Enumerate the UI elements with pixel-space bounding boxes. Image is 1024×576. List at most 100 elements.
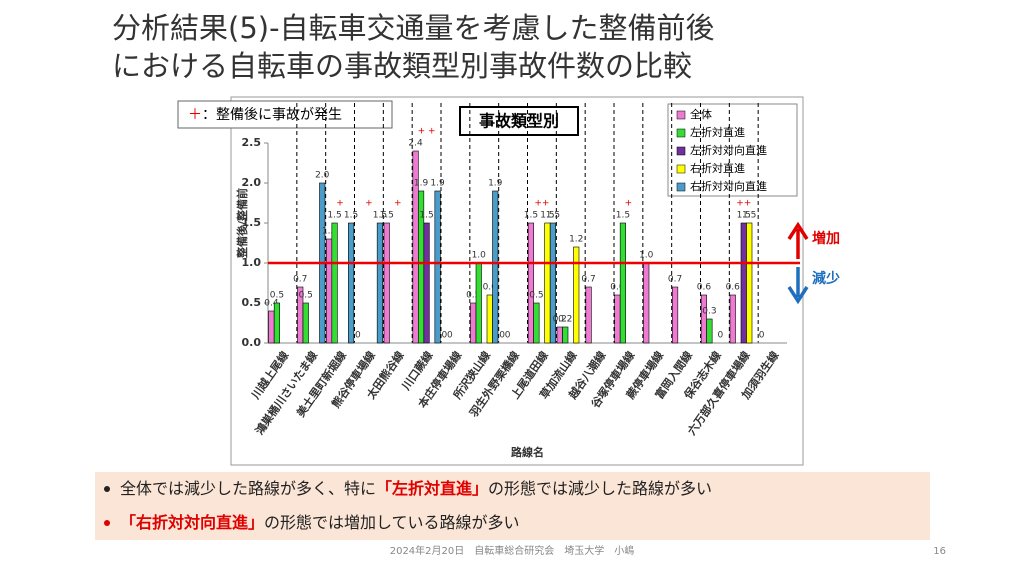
bar (746, 222, 753, 344)
annotation: ++ (534, 199, 549, 209)
bullet-part: 「右折対対向直進」 (120, 513, 264, 532)
data-label: 0.7 (581, 275, 595, 285)
legend-swatch (676, 128, 686, 138)
bullet-part: の形態では増加している路線が多い (264, 513, 520, 532)
data-label: 0 (718, 331, 724, 341)
bar (434, 190, 441, 344)
increase-label: 増加 (812, 230, 840, 247)
bullet-part: の形態では減少した路線が多い (488, 479, 712, 498)
data-label: 0.7 (293, 275, 307, 285)
y-axis-label: 整備後/整備前 (235, 188, 249, 259)
data-label: 1.5 (380, 211, 394, 221)
legend-swatch (676, 164, 686, 174)
bar (729, 294, 736, 344)
data-label: 0.2 (558, 315, 572, 325)
bar (573, 246, 580, 344)
data-label: 1.5 (742, 211, 756, 221)
legend-label: 右折対対向直進 (690, 179, 767, 193)
data-label: 0 (505, 331, 511, 341)
bar (486, 294, 493, 344)
y-tick-label: 2.5 (242, 136, 262, 149)
data-label: 1.5 (344, 211, 358, 221)
data-label: 0.5 (466, 291, 480, 301)
bullet-part: 全体では減少した路線が多く、特に (120, 479, 376, 498)
bar (492, 190, 499, 344)
legend-swatch (676, 182, 686, 192)
annotation: + (625, 199, 633, 209)
data-label: 1.5 (616, 211, 630, 221)
data-label: 1.5 (419, 211, 433, 221)
bar (740, 222, 747, 344)
legend-label: 全体 (690, 107, 712, 121)
data-label: 0.5 (270, 291, 284, 301)
title-line: 分析結果(5)-自転車交通量を考慮した整備前後 (112, 11, 715, 45)
y-tick-label: 1.5 (242, 216, 262, 229)
bar (475, 262, 482, 344)
data-label: 0 (759, 331, 765, 341)
bar (706, 318, 713, 344)
data-label: 1.0 (639, 251, 654, 261)
annotation: ++ (736, 199, 751, 209)
annotation: + (394, 199, 402, 209)
bar (700, 294, 707, 344)
bar (562, 326, 569, 344)
bar (527, 222, 534, 344)
data-label: 0 (442, 331, 448, 341)
bar (549, 222, 556, 344)
legend-swatch (676, 146, 686, 156)
data-label: 1.0 (472, 251, 487, 261)
data-label: 0.6 (483, 283, 498, 293)
data-label: 1.9 (488, 179, 503, 189)
plus-text: ：整備後に事故が発生 (202, 107, 342, 123)
data-label: 0.7 (668, 275, 682, 285)
bar (268, 310, 275, 344)
data-label: 1.5 (540, 211, 554, 221)
bar (556, 326, 563, 344)
bullet-dot (104, 520, 110, 526)
data-label: 0 (447, 331, 453, 341)
data-label: 1.2 (569, 235, 583, 245)
legend-swatch (676, 110, 686, 120)
data-label: 0 (355, 331, 361, 341)
data-label: 1.5 (524, 211, 538, 221)
decrease-arrow (787, 267, 809, 305)
bullet: 「右折対対向直進」の形態では増加している路線が多い (120, 513, 520, 532)
data-label: 1.9 (430, 179, 445, 189)
data-label: 0.3 (702, 307, 716, 317)
bar (331, 222, 338, 344)
bar (302, 302, 309, 344)
bullet: 全体では減少した路線が多く、特に「左折対直進」の形態では減少した路線が多い (120, 479, 712, 498)
data-label: 2.0 (315, 171, 330, 181)
bar (585, 286, 592, 344)
footer: 2024年2月20日 自転車総合研究会 埼玉大学 小嶋 (390, 544, 635, 557)
data-label: 2.4 (408, 139, 423, 149)
title-line: における自転車の事故類型別事故件数の比較 (112, 49, 692, 83)
bar (544, 222, 551, 344)
data-label: 0.6 (610, 283, 625, 293)
y-tick-label: 2.0 (242, 176, 262, 189)
plus-note: ＋：整備後に事故が発生 (188, 107, 342, 123)
legend-label: 左折対直進 (690, 125, 745, 139)
decrease-label: 減少 (812, 270, 840, 287)
data-label: 0.5 (529, 291, 543, 301)
bar (672, 286, 679, 344)
bar (423, 222, 430, 344)
data-label: 1.5 (546, 211, 560, 221)
bullet-dot (104, 486, 110, 492)
annotation: + (365, 199, 373, 209)
y-tick-label: 0.0 (242, 336, 262, 349)
bullet-part: 「左折対直進」 (376, 479, 488, 498)
data-label: 0.6 (726, 283, 741, 293)
bar (273, 302, 280, 344)
annotation: + + (418, 127, 436, 137)
data-label: 1.5 (327, 211, 341, 221)
y-tick-label: 1.0 (242, 256, 262, 269)
data-label: 0.6 (697, 283, 712, 293)
legend-label: 右折対直進 (690, 161, 745, 175)
bullet-box (95, 472, 930, 540)
bar (643, 262, 650, 344)
data-label: 0.2 (553, 315, 567, 325)
page-number: 16 (933, 546, 946, 557)
plus-symbol: ＋ (188, 107, 202, 123)
